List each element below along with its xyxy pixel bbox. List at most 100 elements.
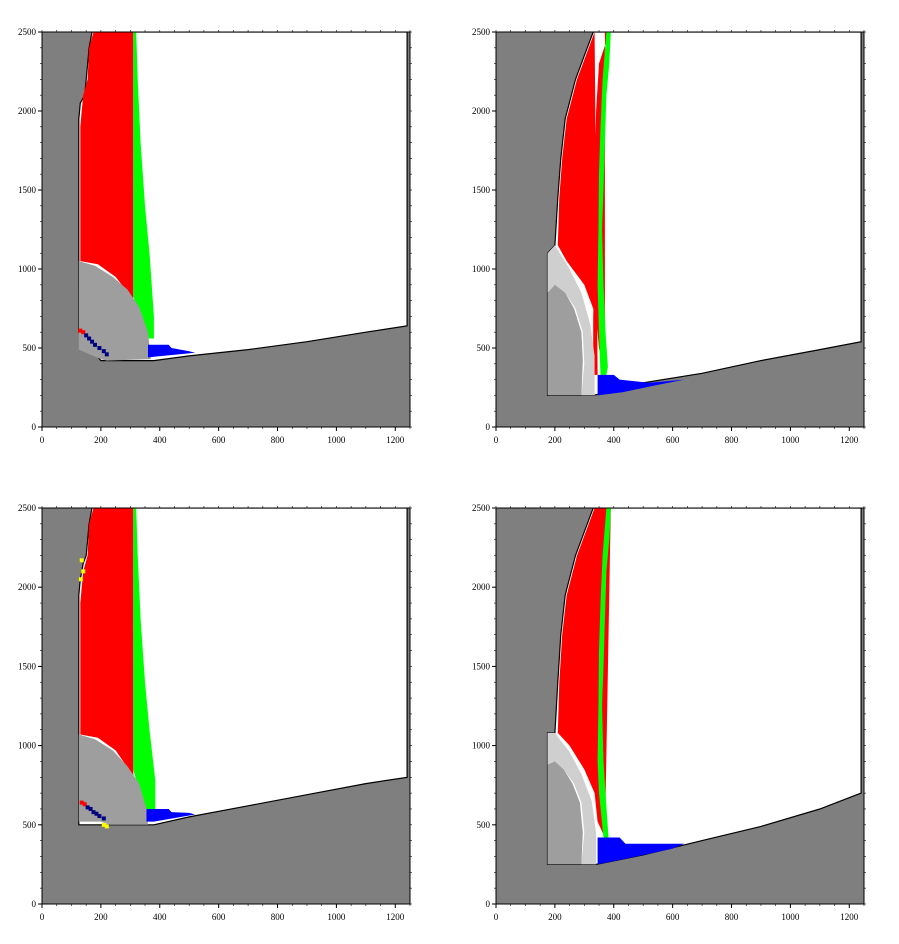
mark-navy-marks — [92, 342, 97, 347]
y-tick-label: 2500 — [472, 503, 491, 513]
y-tick-label: 1500 — [472, 661, 491, 671]
x-tick-label: 800 — [271, 435, 285, 445]
x-tick-label: 1000 — [781, 435, 800, 445]
y-tick-label: 2000 — [472, 106, 491, 116]
region-green-region — [597, 508, 611, 838]
panel-top-right: 0 200 400 600 800 1000 1200 0 500 1000 1500 2000 250… — [472, 27, 866, 445]
x-tick-label: 0 — [494, 912, 499, 922]
mark-navy-marks — [101, 349, 106, 354]
x-tick-label: 800 — [725, 435, 739, 445]
plot-frame — [495, 507, 865, 905]
region-blue-region — [146, 809, 196, 822]
mark-navy-marks — [90, 339, 95, 344]
mark-navy-marks — [84, 333, 89, 338]
panel-top-left: 0 200 400 600 800 1000 1200 0 500 1000 1500 2000 250… — [18, 27, 412, 445]
x-tick-label: 800 — [725, 912, 739, 922]
x-tick-label: 400 — [607, 435, 621, 445]
y-tick-label: 1000 — [18, 264, 37, 274]
x-tick-label: 0 — [40, 912, 45, 922]
y-tick-label: 1000 — [18, 741, 37, 751]
mark-navy-marks — [85, 805, 90, 810]
y-tick-label: 500 — [477, 343, 491, 353]
y-tick-label: 2000 — [472, 582, 491, 592]
plot-area — [42, 508, 410, 904]
region-inner-region — [78, 734, 148, 825]
mark-yellow-marks — [81, 569, 86, 574]
y-tick-label: 500 — [477, 820, 491, 830]
region-blue-region — [597, 837, 685, 865]
x-tick-label: 600 — [666, 912, 680, 922]
x-tick-label: 600 — [212, 435, 226, 445]
region-green-region — [597, 32, 611, 375]
region-inner-region — [547, 761, 583, 865]
x-tick-label: 1200 — [386, 912, 405, 922]
x-tick-label: 200 — [548, 912, 562, 922]
region-red-region — [80, 32, 134, 307]
x-tick-label: 600 — [666, 435, 680, 445]
x-tick-label: 400 — [153, 435, 167, 445]
y-tick-label: 1500 — [472, 185, 491, 195]
mark-navy-marks — [87, 336, 92, 341]
mark-navy-marks — [94, 811, 99, 816]
mark-navy-marks — [101, 816, 106, 821]
x-tick-label: 400 — [607, 912, 621, 922]
x-tick-label: 0 — [40, 435, 45, 445]
x-tick-label: 1000 — [781, 912, 800, 922]
mark-navy-marks — [88, 806, 93, 811]
region-blue-region — [148, 344, 196, 358]
mark-navy-marks — [91, 810, 96, 815]
y-tick-label: 1500 — [18, 185, 37, 195]
x-tick-label: 1000 — [327, 435, 346, 445]
x-tick-label: 1000 — [327, 912, 346, 922]
y-tick-label: 0 — [32, 422, 37, 432]
plot-frame — [41, 31, 411, 428]
panel-bottom-left: 0 200 400 600 800 1000 1200 0 500 1000 1500 2000 250… — [18, 503, 412, 922]
region-inner-region — [547, 284, 583, 396]
y-tick-label: 1500 — [18, 661, 37, 671]
x-tick-label: 800 — [271, 912, 285, 922]
y-tick-label: 2500 — [18, 27, 37, 37]
x-tick-label: 400 — [153, 912, 167, 922]
mark-navy-marks — [97, 346, 102, 350]
mark-yellow-marks — [79, 558, 84, 563]
y-tick-label: 2500 — [472, 27, 491, 37]
mark-red-region — [81, 330, 86, 335]
plot-area — [496, 32, 864, 427]
plot-frame — [41, 507, 411, 905]
x-tick-label: 0 — [494, 435, 499, 445]
region-red-region — [557, 32, 610, 375]
y-tick-label: 500 — [23, 343, 37, 353]
x-tick-label: 200 — [94, 435, 108, 445]
x-tick-label: 1200 — [386, 435, 405, 445]
region-green-region — [133, 32, 154, 339]
plot-frame — [495, 31, 865, 428]
panel-bottom-right: 0 200 400 600 800 1000 1200 0 500 1000 1500 2000 250… — [472, 503, 866, 922]
region-background — [546, 508, 862, 865]
region-light-region — [547, 732, 597, 865]
y-tick-label: 1000 — [472, 264, 491, 274]
mark-red-region — [82, 802, 87, 807]
region-light-region — [547, 245, 595, 396]
x-tick-label: 1200 — [840, 435, 859, 445]
y-tick-label: 2500 — [18, 503, 37, 513]
mark-red-region — [78, 328, 83, 333]
y-tick-label: 500 — [23, 820, 37, 830]
y-tick-label: 0 — [486, 422, 491, 432]
mark-yellow-marks — [78, 577, 83, 582]
region-red-region — [80, 508, 134, 784]
mark-navy-marks — [104, 352, 109, 357]
x-tick-label: 1200 — [840, 912, 859, 922]
y-tick-label: 0 — [32, 899, 37, 909]
y-tick-label: 2000 — [18, 582, 37, 592]
mark-yellow-marks — [104, 824, 109, 829]
mark-yellow-marks — [101, 822, 106, 827]
mark-navy-marks — [97, 814, 102, 819]
mark-red-region — [79, 800, 84, 805]
region-inner-region — [78, 261, 151, 361]
y-tick-label: 0 — [486, 899, 491, 909]
plot-area — [42, 32, 410, 427]
plot-area — [496, 508, 864, 904]
y-tick-label: 1000 — [472, 741, 491, 751]
x-tick-label: 200 — [94, 912, 108, 922]
